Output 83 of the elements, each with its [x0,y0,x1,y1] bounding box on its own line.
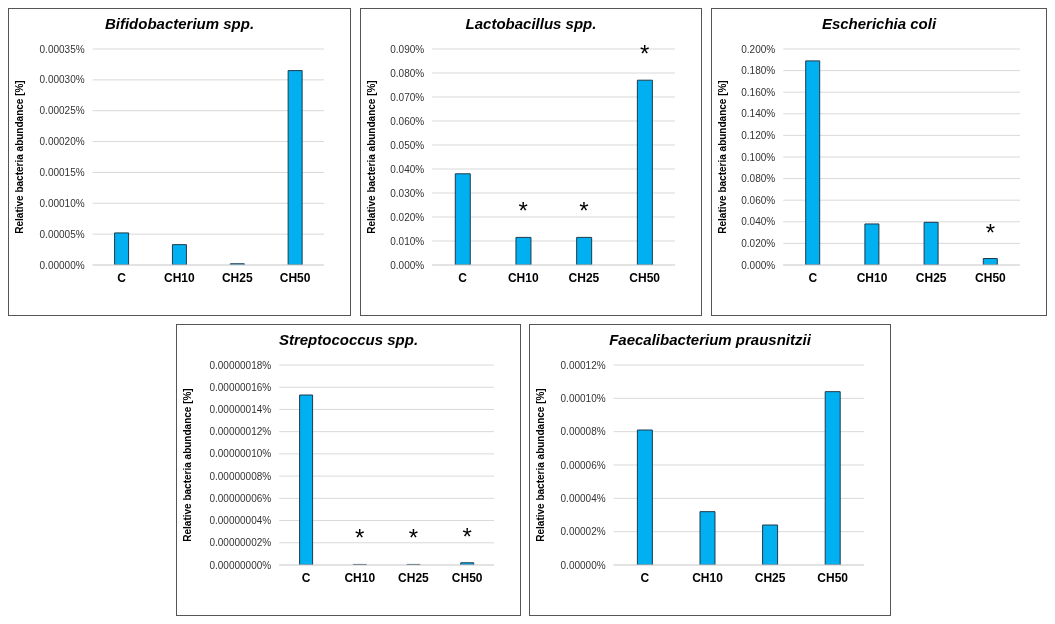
chart-title: Streptococcus spp. [277,331,420,350]
y-tick-label: 0.00000008% [209,470,272,482]
y-tick-label: 0.000% [741,259,776,271]
y-tick-label: 0.180% [741,65,776,77]
annotation: * [355,524,365,552]
y-tick-label: 0.100% [741,151,776,163]
y-tick-label: 0.160% [741,86,776,98]
y-tick-label: 0.060% [390,115,425,127]
y-tick-label: 0.060% [741,194,776,206]
y-axis-title: Relative bacteria abundance [%] [13,80,25,234]
x-tick-label: CH25 [754,570,786,585]
x-tick-label: CH10 [344,570,376,585]
y-tick-label: 0.040% [741,216,776,228]
x-tick-label: CH25 [398,570,430,585]
annotation: * [518,197,528,225]
y-tick-label: 0.00015% [39,166,85,178]
y-tick-label: 0.00000012% [209,426,272,438]
chart-title: Bifidobacterium spp. [103,15,256,34]
y-tick-label: 0.050% [390,139,425,151]
y-tick-label: 0.080% [741,173,776,185]
x-tick-label: CH50 [817,570,849,585]
y-tick-label: 0.00010% [39,197,85,209]
y-tick-label: 0.020% [741,237,776,249]
annotation: * [985,218,996,246]
y-tick-label: 0.070% [390,91,425,103]
y-tick-label: 0.00000006% [209,492,272,504]
y-axis-title: Relative bacteria abundance [%] [716,80,728,234]
y-tick-label: 0.090% [390,43,425,55]
chart-title: Lactobacillus spp. [464,15,598,34]
y-tick-label: 0.00000% [560,559,606,571]
y-tick-label: 0.010% [390,235,425,247]
y-tick-label: 0.00002% [560,526,606,538]
x-tick-label: C [458,270,468,285]
y-tick-label: 0.140% [741,108,776,120]
y-tick-label: 0.00000000% [209,559,272,571]
y-tick-label: 0.00005% [39,228,85,240]
y-tick-label: 0.00000016% [209,381,272,393]
chart-title: Escherichia coli [820,15,938,34]
y-tick-label: 0.00000% [39,259,85,271]
x-tick-label: CH50 [451,570,483,585]
x-tick-label: C [808,270,818,285]
x-tick-label: CH10 [856,270,888,285]
y-tick-label: 0.00035% [39,43,85,55]
y-tick-label: 0.00020% [39,136,85,148]
y-tick-label: 0.00030% [39,74,85,86]
y-tick-label: 0.200% [741,43,776,55]
x-tick-label: CH10 [692,570,724,585]
y-tick-label: 0.000% [390,259,425,271]
x-tick-label: CH50 [975,270,1007,285]
y-tick-label: 0.00000004% [209,515,272,527]
y-tick-label: 0.00012% [560,359,606,371]
y-tick-label: 0.120% [741,129,776,141]
x-tick-label: CH25 [915,270,947,285]
y-tick-label: 0.00000018% [209,359,272,371]
annotation: * [462,522,472,550]
x-tick-label: CH10 [164,270,196,285]
annotation: * [408,524,419,552]
y-axis-title: Relative bacteria abundance [%] [365,80,377,234]
annotation: * [579,197,589,225]
x-tick-label: CH10 [507,270,539,285]
x-tick-label: C [117,270,127,285]
y-tick-label: 0.020% [390,211,425,223]
y-tick-label: 0.080% [390,67,425,79]
y-tick-label: 0.00000014% [209,403,272,415]
x-tick-label: CH50 [279,270,311,285]
y-tick-label: 0.040% [390,163,425,175]
y-axis-title: Relative bacteria abundance [%] [534,388,546,542]
y-tick-label: 0.030% [390,187,425,199]
y-tick-label: 0.00000002% [209,537,272,549]
x-tick-label: CH50 [629,270,661,285]
y-tick-label: 0.00008% [560,426,606,438]
y-tick-label: 0.00006% [560,459,606,471]
x-tick-label: C [640,570,650,585]
y-tick-label: 0.00010% [560,392,606,404]
annotation: * [639,40,650,68]
x-tick-label: CH25 [568,270,600,285]
y-tick-label: 0.00025% [39,105,85,117]
x-tick-label: CH25 [221,270,253,285]
y-tick-label: 0.00000010% [209,448,272,460]
x-tick-label: C [301,570,311,585]
chart-title: Faecalibacterium prausnitzii [608,331,812,350]
y-tick-label: 0.00004% [560,492,606,504]
y-axis-title: Relative bacteria abundance [%] [181,388,193,542]
